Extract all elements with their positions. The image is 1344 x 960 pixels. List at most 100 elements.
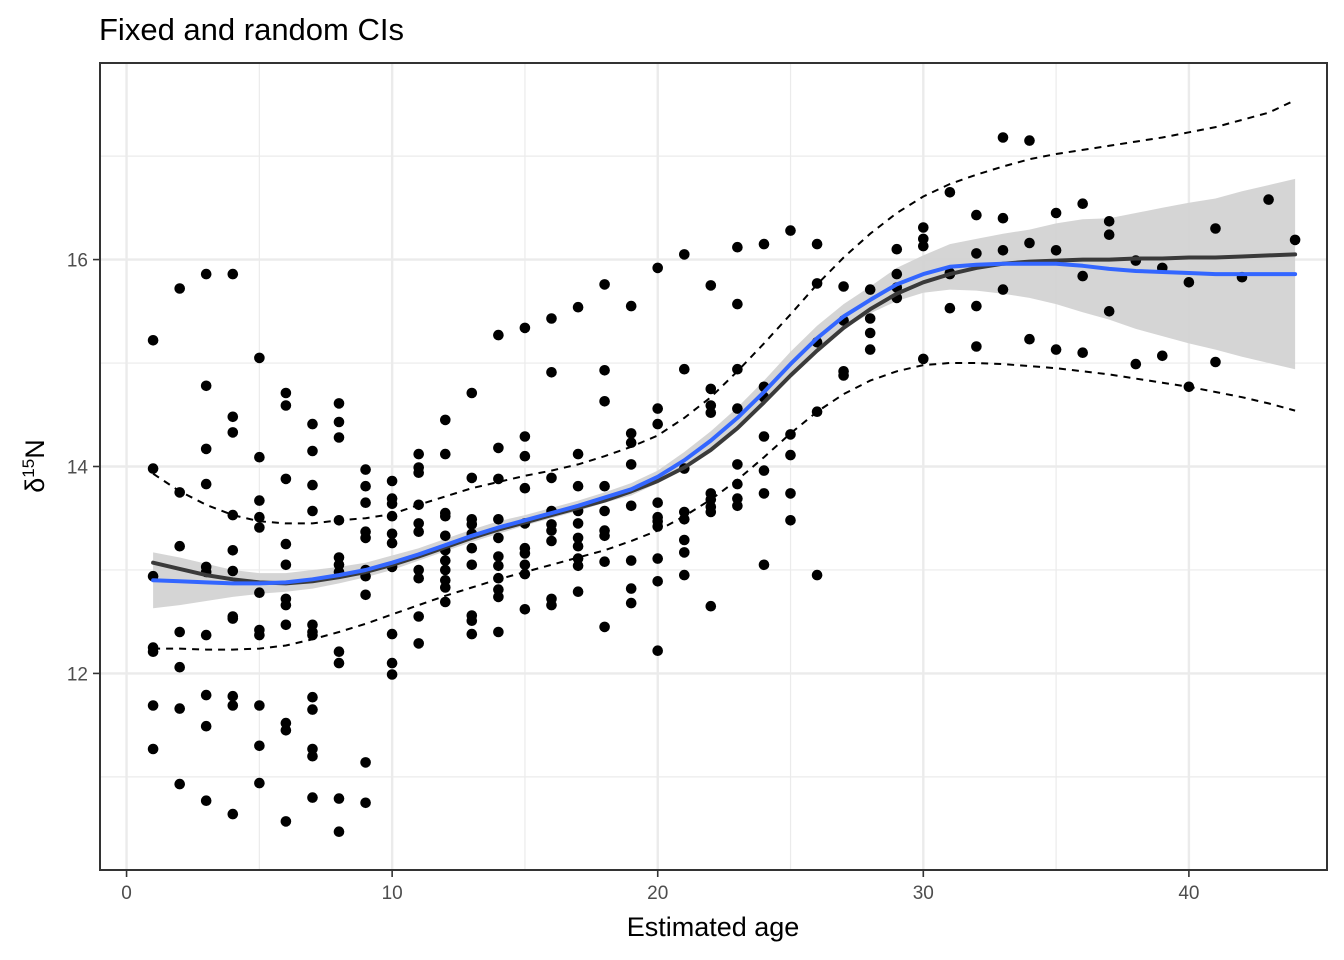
data-point-53 [280,619,292,631]
x-axis-title: Estimated age [627,912,800,942]
y-tick-label-1: 14 [67,458,89,479]
data-point-154 [546,472,557,484]
data-point-25 [227,411,239,423]
data-point-226 [758,431,770,442]
data-point-89 [360,797,371,809]
data-point-46 [280,387,292,399]
data-point-271 [1050,207,1062,219]
data-point-38 [254,511,265,523]
data-point-35 [254,352,265,364]
data-point-81 [360,480,371,492]
random-ci-upper-line [152,99,1296,525]
data-point-98 [386,657,398,669]
data-point-149 [519,559,531,571]
data-point-201 [679,506,690,518]
data-point-239 [811,569,823,581]
data-point-7 [174,283,185,294]
data-point-117 [440,564,451,576]
data-point-274 [1077,198,1088,209]
data-point-160 [546,599,557,611]
data-point-20 [200,629,212,641]
data-point-216 [732,298,743,310]
data-point-63 [307,626,318,638]
data-point-28 [227,545,239,556]
data-point-52 [280,599,292,611]
data-point-215 [732,241,743,253]
data-point-166 [572,532,584,544]
data-point-93 [386,510,398,522]
data-point-84 [360,532,371,544]
data-point-42 [254,629,265,641]
data-point-153 [546,367,557,378]
data-point-267 [997,284,1009,295]
data-point-203 [679,534,690,546]
data-point-97 [386,628,398,640]
data-point-59 [307,479,318,491]
data-point-143 [519,431,531,442]
data-point-24 [227,268,239,280]
data-point-269 [1024,237,1035,249]
data-point-142 [519,322,531,334]
data-point-134 [493,514,504,525]
data-point-130 [466,628,478,640]
smooth-line [151,261,1298,586]
data-point-45 [254,777,265,789]
data-point-39 [254,522,265,533]
data-point-197 [652,645,663,656]
data-point-189 [652,403,663,414]
data-point-76 [333,646,345,657]
data-point-44 [254,740,265,752]
data-point-32 [227,690,239,702]
data-point-152 [546,313,557,324]
data-point-270 [1024,333,1035,345]
data-point-57 [307,418,318,430]
data-point-140 [493,591,504,603]
y-axis-title-element: N [20,439,50,459]
data-point-56 [280,816,292,827]
data-point-108 [413,611,425,622]
data-point-94 [386,528,398,540]
data-point-214 [705,600,717,612]
data-point-254 [918,240,929,252]
data-point-284 [1183,277,1195,288]
data-point-213 [705,506,717,518]
x-tick-label-2: 20 [647,883,668,904]
data-point-58 [307,445,318,457]
data-point-227 [758,465,770,476]
data-point-150 [519,568,531,580]
data-point-255 [918,353,929,365]
y-axis-title-superscript: 15 [19,459,38,478]
data-point-265 [997,212,1009,224]
y-axis-ticks: 12 14 16 [67,251,100,685]
data-point-289 [1263,194,1274,205]
data-point-184 [625,500,637,512]
data-point-17 [200,478,212,490]
data-point-261 [971,248,982,259]
data-point-209 [705,407,717,419]
x-tick-label-0: 0 [121,883,132,904]
data-point-50 [280,559,292,571]
data-point-144 [519,450,531,462]
data-point-281 [1130,358,1142,370]
data-point-246 [864,327,876,339]
data-point-157 [546,525,557,536]
data-point-109 [413,638,425,649]
data-point-80 [360,464,371,475]
data-point-222 [732,500,743,512]
data-point-185 [625,555,637,566]
data-point-170 [572,586,584,597]
data-point-138 [493,572,504,584]
data-point-36 [254,451,265,463]
data-point-13 [174,778,185,790]
data-point-40 [254,587,265,598]
data-point-228 [758,488,770,499]
data-point-124 [466,519,478,530]
data-point-60 [307,505,318,517]
data-point-187 [625,597,637,609]
data-point-273 [1050,344,1062,355]
data-point-262 [971,300,982,312]
data-point-122 [466,472,478,484]
data-point-82 [360,497,371,509]
data-point-114 [440,530,451,542]
